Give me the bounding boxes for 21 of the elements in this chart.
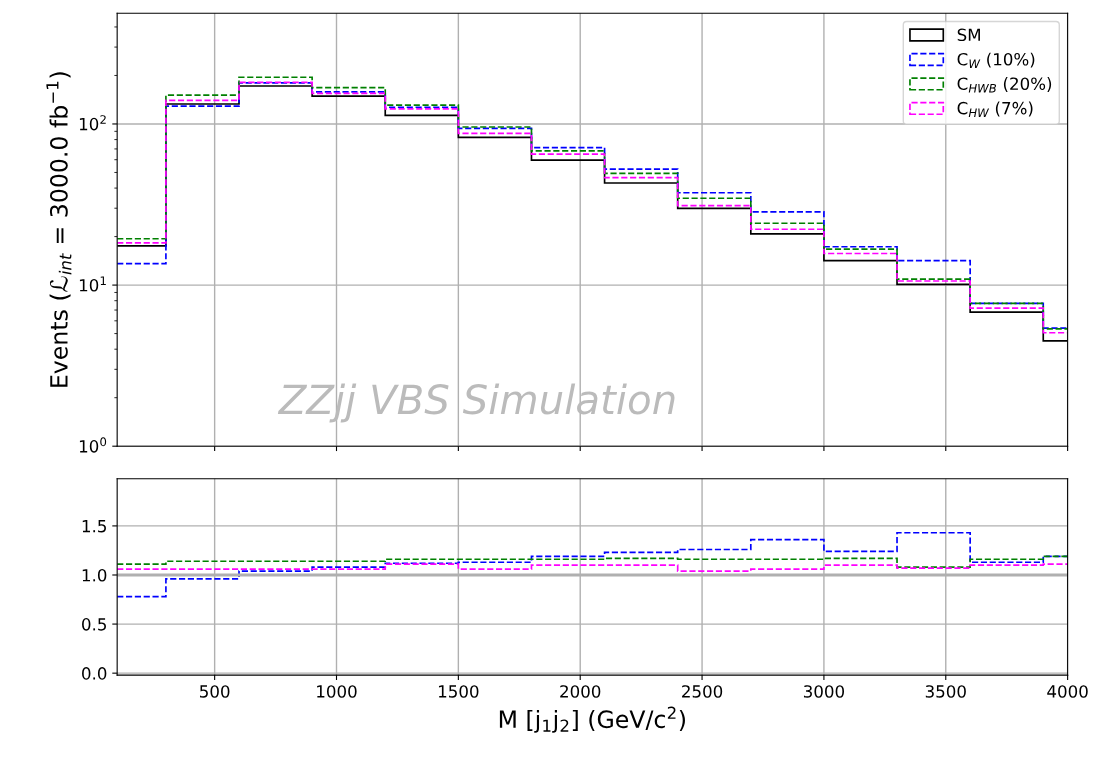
legend-label: C$_{HWB}$ (20%) xyxy=(957,77,1052,93)
x-tick-label: 500 xyxy=(200,685,230,698)
x-tick-label: 2000 xyxy=(560,685,601,698)
x-tick-label: 1000 xyxy=(317,685,357,698)
y-tick-label: 10$^{0}$ xyxy=(79,437,107,453)
x-tick-label: 3500 xyxy=(925,685,966,698)
legend-label: C$_{W}$ (10%) xyxy=(957,52,1035,69)
x-tick-label: 1500 xyxy=(438,685,479,698)
y-tick-label: 1.0 xyxy=(82,568,107,582)
y-axis-title: Events (ℒ$_{int}$ = 3000.0 fb$^{−1}$) xyxy=(46,72,72,387)
legend-label: C$_{HW}$ (7%) xyxy=(957,101,1033,117)
x-axis-title: M [j$_{1}$j$_{2}$] (GeV/c$^{2}$) xyxy=(499,706,685,733)
legend-label: SM xyxy=(957,28,980,42)
x-tick-label: 2500 xyxy=(682,685,723,698)
x-tick-label: 4000 xyxy=(1047,685,1088,698)
y-tick-label: 0.0 xyxy=(82,667,107,680)
y-tick-label: 10$^{1}$ xyxy=(79,276,106,292)
y-tick-label: 10$^{2}$ xyxy=(79,115,106,131)
y-tick-label: 1.5 xyxy=(82,520,106,533)
x-tick-label: 3000 xyxy=(803,685,845,698)
y-tick-label: 0.5 xyxy=(82,618,106,631)
